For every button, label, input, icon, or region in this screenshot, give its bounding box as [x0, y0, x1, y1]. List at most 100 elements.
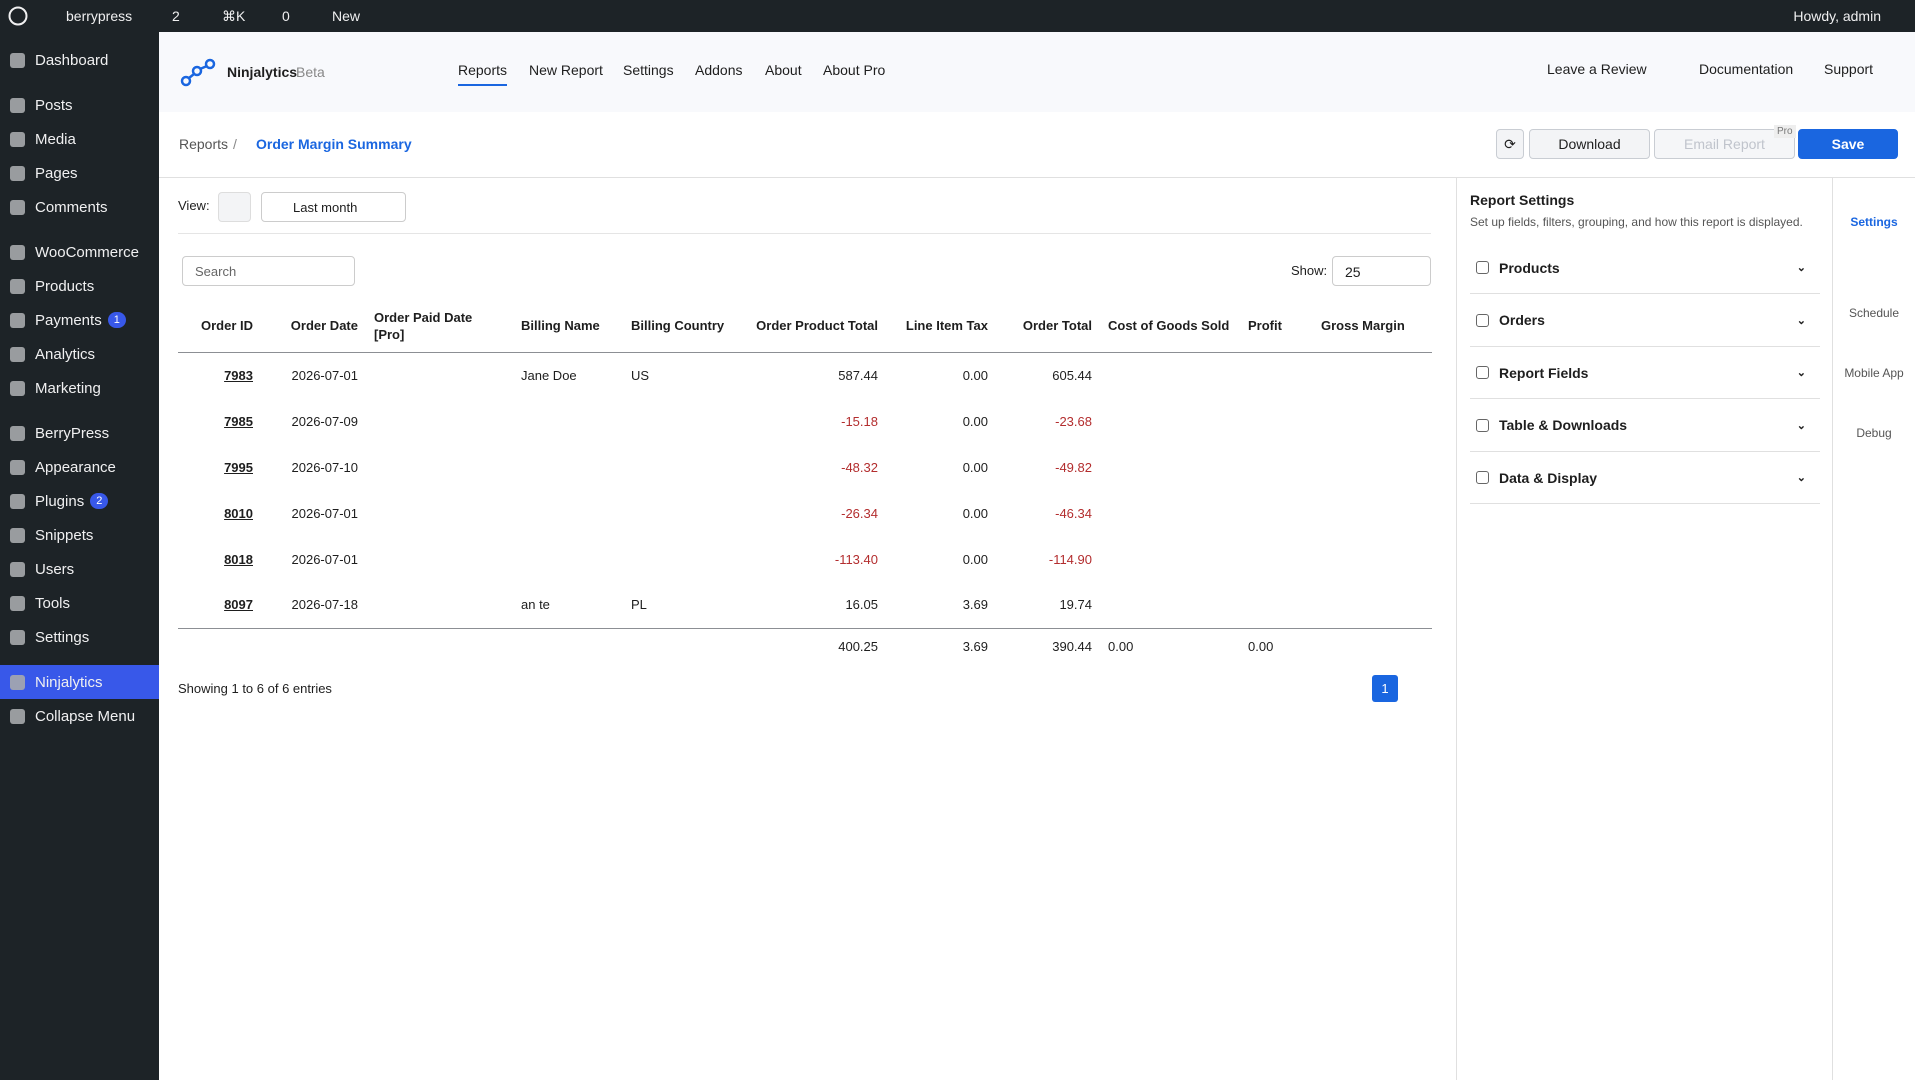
settings-section[interactable]: Products ⌄ — [1470, 242, 1820, 294]
breadcrumb-current: Order Margin Summary — [256, 136, 412, 152]
order-link[interactable]: 7985 — [224, 413, 253, 429]
column-header[interactable]: Cost of Goods Sold — [1100, 300, 1240, 353]
menu-icon — [10, 380, 25, 396]
search[interactable]: ⌘K — [222, 8, 246, 24]
menu-item[interactable]: Media — [0, 122, 159, 156]
download-button[interactable]: Download — [1529, 129, 1650, 159]
column-header[interactable]: Line Item Tax — [886, 300, 996, 353]
column-header[interactable]: Order Total — [996, 300, 1100, 353]
nav-item[interactable]: About Pro — [823, 62, 886, 78]
nav-item[interactable]: Settings — [623, 62, 674, 78]
settings-section[interactable]: Orders ⌄ — [1470, 295, 1820, 347]
header-link[interactable]: Leave a Review — [1547, 61, 1647, 77]
menu-item[interactable]: WooCommerce — [0, 235, 159, 269]
column-header[interactable]: Billing Country — [623, 300, 739, 353]
menu-label: Dashboard — [35, 51, 109, 69]
menu-icon — [10, 595, 25, 611]
save-button[interactable]: Save — [1798, 129, 1898, 159]
table-cell: 0.00 — [962, 551, 988, 567]
column-header[interactable]: Order ID — [178, 300, 261, 353]
menu-item[interactable]: Marketing — [0, 371, 159, 405]
nav-item[interactable]: About — [765, 62, 802, 78]
chevron: ⌄ — [1796, 472, 1806, 484]
menu-item[interactable]: Products — [0, 269, 159, 303]
menu-item[interactable]: Collapse Menu — [0, 699, 159, 733]
order-link[interactable]: 7983 — [224, 367, 253, 383]
admin-bar: berrypress 2 ⌘K 0 New Howdy, admin — [0, 0, 1915, 32]
settings-section[interactable]: Report Fields ⌄ — [1470, 347, 1820, 399]
brand-tag: Beta — [296, 64, 325, 80]
side-tab[interactable]: Debug — [1856, 426, 1892, 440]
menu-label: Payments — [35, 311, 102, 329]
menu-item[interactable]: Analytics — [0, 337, 159, 371]
tabs-border — [1832, 177, 1833, 1080]
table-view-toggle[interactable] — [218, 192, 251, 222]
nav-item[interactable]: Addons — [695, 62, 743, 78]
menu-item[interactable]: Comments — [0, 190, 159, 224]
section-label: Products — [1499, 259, 1560, 276]
order-link[interactable]: 8010 — [224, 505, 253, 521]
menu-label: Appearance — [35, 458, 116, 476]
menu-item[interactable]: Posts — [0, 88, 159, 122]
table-cell — [1100, 536, 1240, 582]
section-icon — [1476, 366, 1489, 379]
total-cell — [366, 627, 513, 664]
menu-item[interactable]: Snippets — [0, 518, 159, 552]
column-header[interactable]: Order Product Total — [739, 300, 886, 353]
side-tab[interactable]: Schedule — [1848, 306, 1900, 320]
comments[interactable]: 0 — [282, 8, 290, 24]
menu-item[interactable]: Pages — [0, 156, 159, 190]
total-cell — [261, 627, 366, 664]
header-link[interactable]: Documentation — [1699, 61, 1794, 77]
table-cell: US — [631, 367, 650, 383]
nav-item[interactable]: Reports — [458, 62, 508, 86]
menu-item[interactable]: Appearance — [0, 450, 159, 484]
table-row: 8010 2026-07-01 -26.34 0.00 -46.34 — [178, 490, 1432, 536]
table-cell — [513, 490, 623, 536]
column-header[interactable]: Billing Name — [513, 300, 623, 353]
table-cell — [1240, 582, 1313, 628]
page-size[interactable]: 25 — [1332, 256, 1431, 286]
menu-item[interactable]: Payments 1 — [0, 303, 159, 337]
updates[interactable]: 2 — [172, 8, 180, 24]
nav-item[interactable]: New Report — [529, 62, 603, 78]
side-tab[interactable]: Settings — [1850, 215, 1898, 229]
menu-item[interactable]: Users — [0, 552, 159, 586]
menu-item[interactable]: Ninjalytics — [0, 665, 159, 699]
order-link[interactable]: 7995 — [224, 459, 253, 475]
menu-item[interactable]: Dashboard — [0, 43, 159, 77]
menu-item[interactable]: BerryPress — [0, 416, 159, 450]
table-cell: 0.00 — [962, 459, 988, 475]
date-range[interactable]: Last month — [261, 192, 406, 222]
column-header[interactable]: Gross Margin — [1313, 300, 1432, 353]
wp-logo[interactable] — [8, 6, 28, 26]
header-link[interactable]: Support — [1824, 61, 1874, 77]
table-row: 7983 2026-07-01 Jane Doe US 587.44 0.00 605.44 — [178, 352, 1432, 398]
table-row: 7985 2026-07-09 -15.18 0.00 -23.68 — [178, 398, 1432, 444]
settings-section[interactable]: Table & Downloads ⌄ — [1470, 400, 1820, 452]
column-header[interactable]: Profit — [1240, 300, 1313, 353]
breadcrumb-root[interactable]: Reports — [179, 136, 229, 152]
table-cell — [1100, 490, 1240, 536]
search-input[interactable]: Search — [182, 256, 355, 286]
totals-row: 400.25 3.69 390.44 0.00 0.00 — [178, 627, 1432, 664]
menu-item[interactable]: Plugins 2 — [0, 484, 159, 518]
menu-badge: 1 — [107, 312, 126, 328]
refresh-button[interactable]: ⟳ — [1496, 129, 1524, 159]
table-cell — [1100, 582, 1240, 628]
order-link[interactable]: 8018 — [224, 551, 253, 567]
table-cell: Jane Doe — [521, 367, 577, 383]
new[interactable]: New — [332, 8, 361, 24]
column-header[interactable]: Order Date — [261, 300, 366, 353]
howdy[interactable]: Howdy, admin — [1793, 8, 1881, 24]
column-header[interactable]: Order Paid Date [Pro] — [366, 300, 513, 353]
order-link[interactable]: 8097 — [224, 597, 253, 613]
settings-title: Report Settings — [1470, 192, 1575, 208]
side-tab[interactable]: Mobile App — [1844, 366, 1904, 380]
menu-item[interactable]: Tools — [0, 586, 159, 620]
menu-item[interactable]: Settings — [0, 620, 159, 654]
page-button[interactable]: 1 — [1372, 675, 1398, 702]
menu-icon — [10, 561, 25, 577]
site-name[interactable]: berrypress — [66, 8, 133, 24]
settings-section[interactable]: Data & Display ⌄ — [1470, 452, 1820, 504]
